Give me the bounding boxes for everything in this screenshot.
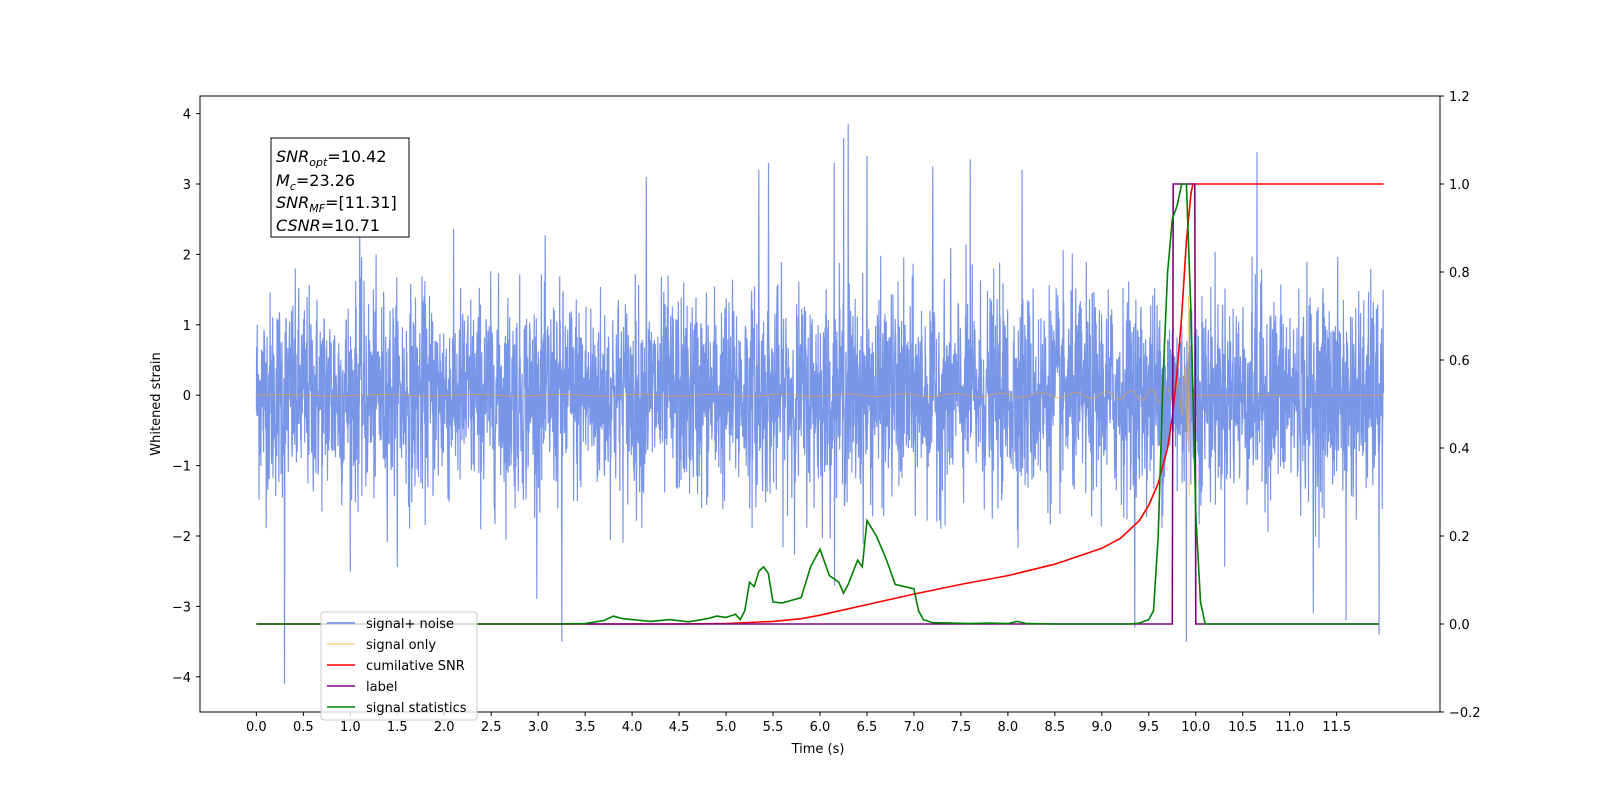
x-tick-label: 9.0 (1091, 720, 1112, 735)
annotation-snr-mf: SNRMF=[11.31] (276, 193, 397, 215)
legend-item: signal only (327, 638, 436, 653)
y2-tick-label: 1.2 (1449, 90, 1470, 105)
x-tick-label: 9.5 (1138, 720, 1159, 735)
y2-tick-label: 0.2 (1449, 530, 1470, 545)
y2-tick-label: 0.4 (1449, 442, 1470, 457)
x-tick-label: 0.5 (293, 720, 314, 735)
x-tick-label: 4.5 (669, 720, 690, 735)
x-tick-label: 4.0 (622, 720, 643, 735)
annotation-snr-opt: SNRopt=10.42 (276, 147, 387, 169)
annotation-frame (270, 137, 410, 238)
x-tick-label: 0.0 (246, 720, 267, 735)
series-signal-statistics-line (256, 183, 1379, 625)
legend-item: label (327, 680, 397, 695)
x-tick-label: 11.0 (1275, 720, 1304, 735)
y-tick-label: −3 (172, 600, 191, 615)
y-tick-label: −4 (172, 671, 191, 686)
legend-label: signal+ noise (366, 617, 454, 632)
x-tick-label: 3.5 (575, 720, 596, 735)
y-tick-label: −1 (172, 460, 191, 475)
legend-item: signal+ noise (327, 617, 454, 632)
legend-label: signal only (366, 638, 436, 653)
x-tick-label: 1.0 (340, 720, 361, 735)
y2-tick-label: 0.8 (1449, 266, 1470, 281)
x-tick-label: 5.0 (716, 720, 737, 735)
y2-tick-label: −0.2 (1449, 706, 1481, 721)
x-tick-label: 11.5 (1322, 720, 1351, 735)
x-tick-label: 8.5 (1045, 720, 1066, 735)
y2-tick-label: 1.0 (1449, 178, 1470, 193)
x-tick-label: 1.5 (387, 720, 408, 735)
annotation-chirp-mass: Mc=23.26 (276, 171, 355, 193)
x-tick-label: 10.0 (1181, 720, 1210, 735)
y-axis-left: −4 −3 −2 −1 0 1 2 3 4 (172, 108, 200, 686)
x-axis-label: Time (s) (791, 742, 845, 757)
y-tick-label: 4 (183, 108, 191, 123)
annotation-box: SNRopt=10.42 Mc=23.26 SNRMF=[11.31] CSNR… (270, 137, 410, 238)
legend: signal+ noise signal only cumilative SNR… (320, 611, 478, 721)
legend-label: cumilative SNR (366, 659, 465, 674)
x-tick-label: 2.0 (434, 720, 455, 735)
x-tick-label: 10.5 (1228, 720, 1257, 735)
y-tick-label: 2 (183, 248, 191, 263)
y-tick-label: 0 (183, 389, 191, 404)
x-tick-label: 8.0 (998, 720, 1019, 735)
x-tick-label: 3.0 (528, 720, 549, 735)
x-tick-label: 6.0 (810, 720, 831, 735)
y2-tick-label: 0.0 (1449, 618, 1470, 633)
annotation-csnr: CSNR=10.71 (276, 216, 380, 235)
x-tick-label: 7.5 (951, 720, 972, 735)
y-tick-label: 3 (183, 178, 191, 193)
series-cumilative-snr-line (256, 183, 1384, 625)
x-tick-label: 7.0 (904, 720, 925, 735)
y-tick-label: 1 (183, 319, 191, 334)
x-tick-label: 5.5 (763, 720, 784, 735)
x-axis: 0.0 0.5 1.0 1.5 2.0 2.5 3.0 3.5 4.0 4.5 5.0 5.5 6.0 6… (246, 712, 1351, 735)
x-tick-label: 6.5 (857, 720, 878, 735)
plot-area (255, 124, 1385, 684)
legend-item: signal statistics (327, 701, 467, 716)
legend-label: signal statistics (366, 701, 467, 716)
legend-label: label (366, 680, 397, 695)
y-axis-label: Whitened strain (149, 352, 164, 455)
legend-frame (320, 611, 478, 721)
y-tick-label: −2 (172, 530, 191, 545)
legend-item: cumilative SNR (327, 659, 465, 674)
y2-tick-label: 0.6 (1449, 354, 1470, 369)
x-tick-label: 2.5 (481, 720, 502, 735)
y-axis-right: −0.2 0.0 0.2 0.4 0.6 0.8 1.0 1.2 (1440, 90, 1481, 721)
